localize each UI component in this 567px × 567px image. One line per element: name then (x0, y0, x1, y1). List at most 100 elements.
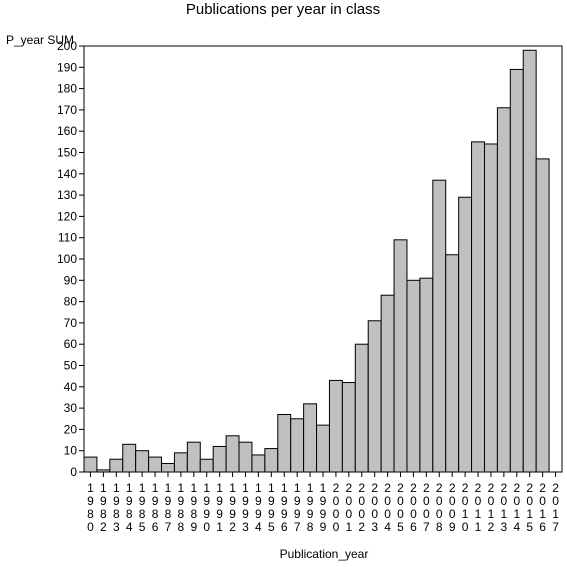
bar (277, 413, 292, 473)
y-tick-label: 10 (64, 444, 78, 458)
bar (341, 382, 356, 473)
y-tick-label: 70 (64, 316, 78, 330)
y-axis-label: P_year SUM (6, 33, 74, 47)
bar (432, 179, 447, 473)
y-tick-label: 200 (57, 39, 77, 53)
bar (199, 458, 214, 473)
y-tick-label: 20 (64, 422, 78, 436)
bar (212, 445, 227, 473)
bar (264, 448, 279, 473)
x-axis-label: Publication_year (280, 547, 369, 561)
bar (535, 158, 550, 473)
bar (471, 141, 485, 473)
bar (238, 441, 253, 473)
bar (83, 456, 98, 473)
bar (173, 452, 188, 473)
bar (483, 143, 498, 473)
bar (419, 277, 434, 473)
y-tick-label: 190 (57, 60, 77, 74)
bar (458, 196, 473, 473)
y-tick-label: 140 (57, 167, 77, 181)
bar (122, 443, 137, 473)
bar (135, 450, 150, 473)
bar (445, 254, 460, 473)
bar (148, 456, 163, 473)
y-tick-label: 170 (57, 103, 77, 117)
bar (303, 403, 318, 473)
y-tick-label: 40 (64, 380, 78, 394)
x-axis: 1 9 8 0 1 9 8 2 1 9 8 3 1 9 8 4 1 9 8 5 1 9 8 6 1 9 8 7 1 9 8 8 1 9 8 9 1 9 9 0… (87, 472, 559, 534)
bar (161, 462, 175, 473)
y-tick-label: 120 (57, 209, 77, 223)
bar (96, 469, 111, 473)
y-tick-label: 60 (64, 337, 78, 351)
y-tick-label: 80 (64, 295, 78, 309)
bar (522, 49, 537, 473)
y-tick-label: 150 (57, 146, 77, 160)
bar (109, 458, 124, 473)
y-tick-label: 0 (70, 465, 77, 479)
bar (367, 320, 382, 473)
bar (406, 279, 421, 473)
y-tick-label: 100 (57, 252, 77, 266)
bar (290, 418, 305, 473)
bar (393, 239, 408, 473)
bar (354, 343, 369, 473)
bar (225, 435, 240, 473)
y-tick-label: 30 (64, 401, 78, 415)
y-tick-label: 160 (57, 124, 77, 138)
bar (496, 107, 511, 473)
bar (380, 294, 395, 473)
y-tick-label: 180 (57, 82, 77, 96)
y-tick-label: 110 (58, 231, 77, 245)
y-tick-label: 50 (64, 359, 78, 373)
y-tick-label: 90 (64, 273, 78, 287)
bars-group (83, 49, 550, 473)
bar (316, 424, 330, 473)
bar (251, 454, 266, 473)
y-tick-label: 130 (57, 188, 77, 202)
bar (328, 379, 343, 473)
bar (509, 68, 524, 473)
y-axis: 0 10 20 30 40 50 60 70 80 90 100 110 120 130 140 150 160… (57, 39, 84, 479)
bar (186, 441, 201, 473)
chart-title: Publications per year in class (186, 1, 380, 18)
